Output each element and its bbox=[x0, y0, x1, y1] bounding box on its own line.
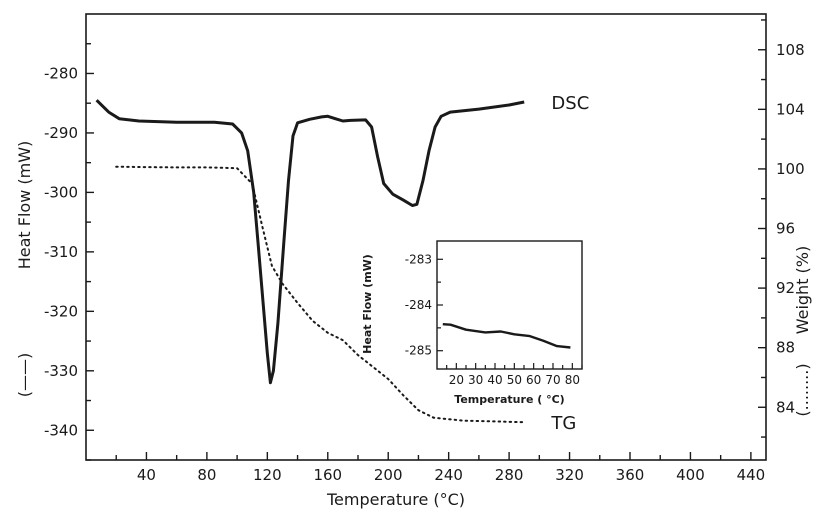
y2-tick-label: 88 bbox=[776, 339, 795, 357]
inset-chart: 20 30 40 50 60 70 80 -285 -284 -283 Temperature ( … bbox=[361, 240, 583, 406]
y-tick-label: -330 bbox=[44, 362, 78, 380]
y-tick-label: -310 bbox=[44, 243, 78, 261]
y2-tick-label: 92 bbox=[776, 279, 795, 297]
y2-tick-label: 104 bbox=[776, 100, 805, 118]
y-tick-label: -320 bbox=[44, 302, 78, 320]
x-tick-label: 120 bbox=[253, 466, 282, 484]
y-axis-legend-symbol: (——) bbox=[15, 353, 34, 397]
inset-frame bbox=[436, 240, 583, 370]
x-tick-label: 400 bbox=[676, 466, 705, 484]
y-tick-label: -280 bbox=[44, 64, 78, 82]
x-tick-label: 360 bbox=[616, 466, 645, 484]
x-tick-label: 200 bbox=[374, 466, 403, 484]
x-axis-title: Temperature (°C) bbox=[326, 490, 465, 509]
inset-x-tick-label: 60 bbox=[526, 373, 541, 387]
dsc-series-label: DSC bbox=[551, 93, 589, 114]
y2-axis-title: Weight (%) bbox=[793, 246, 812, 335]
inset-x-tick-label: 30 bbox=[468, 373, 483, 387]
inset-x-tick-label: 80 bbox=[565, 373, 580, 387]
tg-series-line bbox=[115, 165, 526, 424]
y2-axis-legend-symbol: (........) bbox=[793, 363, 812, 416]
x-tick-label: 40 bbox=[137, 466, 156, 484]
inset-x-tick-label: 40 bbox=[487, 373, 502, 387]
inset-series-line bbox=[442, 323, 571, 349]
main-chart: 40 80 120 160 200 240 280 320 360 400 440 -340 -330 -… bbox=[15, 13, 812, 509]
dsc-series-line bbox=[95, 99, 525, 385]
inset-x-axis-title: Temperature ( °C) bbox=[454, 393, 564, 406]
inset-y-tick-label: -285 bbox=[405, 344, 432, 358]
y-tick-label: -300 bbox=[44, 183, 78, 201]
inset-y-tick-label: -283 bbox=[405, 252, 432, 266]
y-tick-label: -290 bbox=[44, 124, 78, 142]
x-tick-label: 240 bbox=[434, 466, 463, 484]
y-axis-title: Heat Flow (mW) bbox=[15, 141, 34, 270]
y2-tick-label: 108 bbox=[776, 41, 805, 59]
plot-frame bbox=[85, 13, 767, 461]
x-tick-label: 320 bbox=[555, 466, 584, 484]
x-tick-label: 80 bbox=[197, 466, 216, 484]
inset-x-tick-label: 70 bbox=[545, 373, 560, 387]
tg-series-label: TG bbox=[550, 413, 576, 434]
y2-tick-label: 96 bbox=[776, 220, 795, 238]
y-tick-label: -340 bbox=[44, 421, 78, 439]
inset-y-axis-title: Heat Flow (mW) bbox=[361, 254, 374, 354]
x-tick-label: 280 bbox=[495, 466, 524, 484]
inset-x-tick-label: 20 bbox=[449, 373, 464, 387]
inset-x-tick-label: 50 bbox=[507, 373, 522, 387]
x-tick-label: 160 bbox=[313, 466, 342, 484]
y2-tick-label: 100 bbox=[776, 160, 805, 178]
y2-tick-label: 84 bbox=[776, 398, 795, 416]
x-tick-label: 440 bbox=[737, 466, 766, 484]
inset-y-tick-label: -284 bbox=[405, 298, 432, 312]
